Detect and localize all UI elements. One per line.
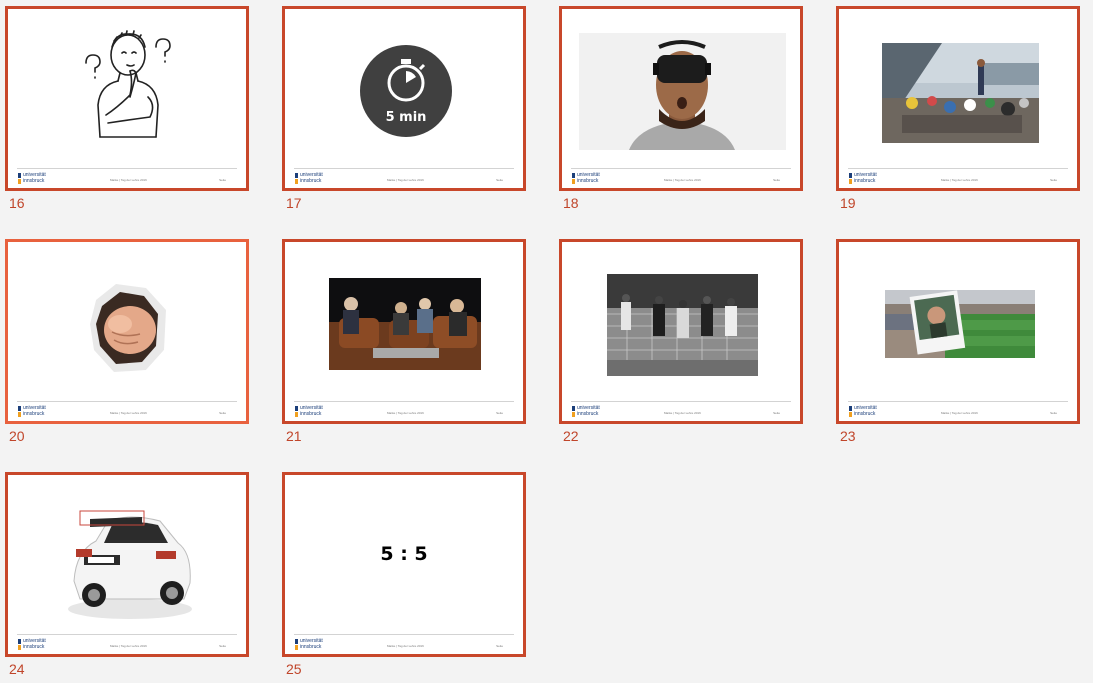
logo-line2: innsbruck <box>854 411 876 417</box>
university-logo: universität innsbruck <box>572 173 612 185</box>
footer-center-text: Marke | Tag der Lehre 2016 <box>110 644 147 648</box>
logo-line1: universität <box>23 172 46 178</box>
university-logo: universität innsbruck <box>295 173 335 185</box>
football-bw-photo <box>607 274 758 376</box>
slide-thumbnail-22[interactable]: universität innsbruck Marke | Tag der Le… <box>559 239 803 424</box>
slide-number-22: 22 <box>563 428 579 444</box>
footer-center-text: Marke | Tag der Lehre 2016 <box>387 178 424 182</box>
slide-thumbnail-21[interactable]: universität innsbruck Marke | Tag der Le… <box>282 239 526 424</box>
talk-show-photo <box>329 278 481 370</box>
group-outdoor-photo <box>882 43 1039 143</box>
logo-line1: universität <box>23 638 46 644</box>
university-logo: universität innsbruck <box>18 639 58 651</box>
logo-line1: universität <box>854 405 877 411</box>
slide-number-23: 23 <box>840 428 856 444</box>
footer-center-text: Marke | Tag der Lehre 2016 <box>664 178 701 182</box>
footer-center-text: Marke | Tag der Lehre 2016 <box>941 178 978 182</box>
logo-line2: innsbruck <box>23 411 45 417</box>
university-logo: universität innsbruck <box>849 173 889 185</box>
logo-line2: innsbruck <box>854 178 876 184</box>
university-logo: universität innsbruck <box>295 406 335 418</box>
footer-divider <box>571 401 791 402</box>
footer-center-text: Marke | Tag der Lehre 2016 <box>110 411 147 415</box>
footer-divider <box>571 168 791 169</box>
logo-line2: innsbruck <box>577 411 599 417</box>
logo-line1: universität <box>577 405 600 411</box>
vr-headset-photo <box>579 33 786 150</box>
footer-center-text: Marke | Tag der Lehre 2016 <box>941 411 978 415</box>
footer-divider <box>848 401 1068 402</box>
slide-thumbnail-20[interactable]: universität innsbruck Marke | Tag der Le… <box>5 239 249 424</box>
footer-page-text: Seite <box>496 411 503 415</box>
footer-center-text: Marke | Tag der Lehre 2016 <box>387 411 424 415</box>
timer-label: 5 min <box>386 110 427 125</box>
slide-thumbnail-18[interactable]: universität innsbruck Marke | Tag der Le… <box>559 6 803 191</box>
university-logo: universität innsbruck <box>849 406 889 418</box>
footer-divider <box>17 168 237 169</box>
logo-line1: universität <box>23 405 46 411</box>
footer-page-text: Seite <box>773 411 780 415</box>
footer-page-text: Seite <box>496 178 503 182</box>
footer-center-text: Marke | Tag der Lehre 2016 <box>664 411 701 415</box>
university-logo: universität innsbruck <box>18 173 58 185</box>
pointing-fist-photo <box>86 284 170 374</box>
thinking-person-icon <box>85 30 171 138</box>
logo-line1: universität <box>300 638 323 644</box>
stadium-polaroid-photo <box>885 290 1035 358</box>
slide-number-24: 24 <box>9 661 25 677</box>
footer-divider <box>17 634 237 635</box>
footer-center-text: Marke | Tag der Lehre 2016 <box>110 178 147 182</box>
logo-line1: universität <box>854 172 877 178</box>
university-logo: universität innsbruck <box>295 639 335 651</box>
slide-thumbnail-23[interactable]: universität innsbruck Marke | Tag der Le… <box>836 239 1080 424</box>
footer-divider <box>294 634 514 635</box>
logo-line2: innsbruck <box>577 178 599 184</box>
logo-line2: innsbruck <box>23 644 45 650</box>
logo-line2: innsbruck <box>300 644 322 650</box>
slide-thumbnail-25[interactable]: 5 : 5 universität innsbruck Marke | Tag … <box>282 472 526 657</box>
logo-line1: universität <box>300 172 323 178</box>
score-text: 5 : 5 <box>380 543 428 565</box>
footer-divider <box>294 401 514 402</box>
stopwatch-icon: 5 min <box>360 45 452 137</box>
logo-line1: universität <box>300 405 323 411</box>
slide-number-16: 16 <box>9 195 25 211</box>
slide-number-25: 25 <box>286 661 302 677</box>
university-logo: universität innsbruck <box>18 406 58 418</box>
slide-thumbnail-24[interactable]: universität innsbruck Marke | Tag der Le… <box>5 472 249 657</box>
footer-page-text: Seite <box>1050 411 1057 415</box>
logo-line2: innsbruck <box>300 411 322 417</box>
footer-page-text: Seite <box>219 411 226 415</box>
logo-line1: universität <box>577 172 600 178</box>
slide-thumbnail-17[interactable]: 5 min universität innsbruck Marke | Tag … <box>282 6 526 191</box>
logo-line2: innsbruck <box>300 178 322 184</box>
footer-divider <box>848 168 1068 169</box>
slide-number-21: 21 <box>286 428 302 444</box>
university-logo: universität innsbruck <box>572 406 612 418</box>
footer-center-text: Marke | Tag der Lehre 2016 <box>387 644 424 648</box>
footer-page-text: Seite <box>773 178 780 182</box>
slide-thumbnail-16[interactable]: universität innsbruck Marke | Tag der Le… <box>5 6 249 191</box>
footer-page-text: Seite <box>219 178 226 182</box>
footer-page-text: Seite <box>1050 178 1057 182</box>
footer-page-text: Seite <box>219 644 226 648</box>
slide-number-20: 20 <box>9 428 25 444</box>
footer-page-text: Seite <box>496 644 503 648</box>
footer-divider <box>17 401 237 402</box>
footer-divider <box>294 168 514 169</box>
slide-number-18: 18 <box>563 195 579 211</box>
slide-number-19: 19 <box>840 195 856 211</box>
white-car-photo <box>60 491 200 627</box>
slide-thumbnail-19[interactable]: universität innsbruck Marke | Tag der Le… <box>836 6 1080 191</box>
logo-line2: innsbruck <box>23 178 45 184</box>
slide-number-17: 17 <box>286 195 302 211</box>
